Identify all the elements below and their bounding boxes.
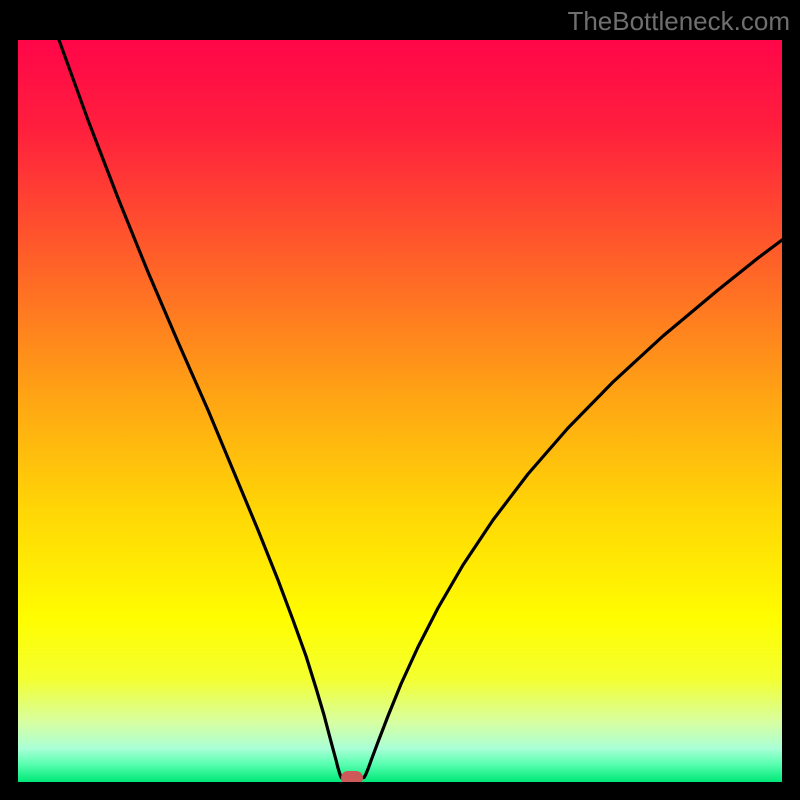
bottleneck-curve xyxy=(18,40,782,782)
plot-area xyxy=(18,40,782,782)
chart-frame: TheBottleneck.com xyxy=(0,0,800,800)
min-marker xyxy=(341,771,363,782)
watermark-text: TheBottleneck.com xyxy=(567,6,790,37)
